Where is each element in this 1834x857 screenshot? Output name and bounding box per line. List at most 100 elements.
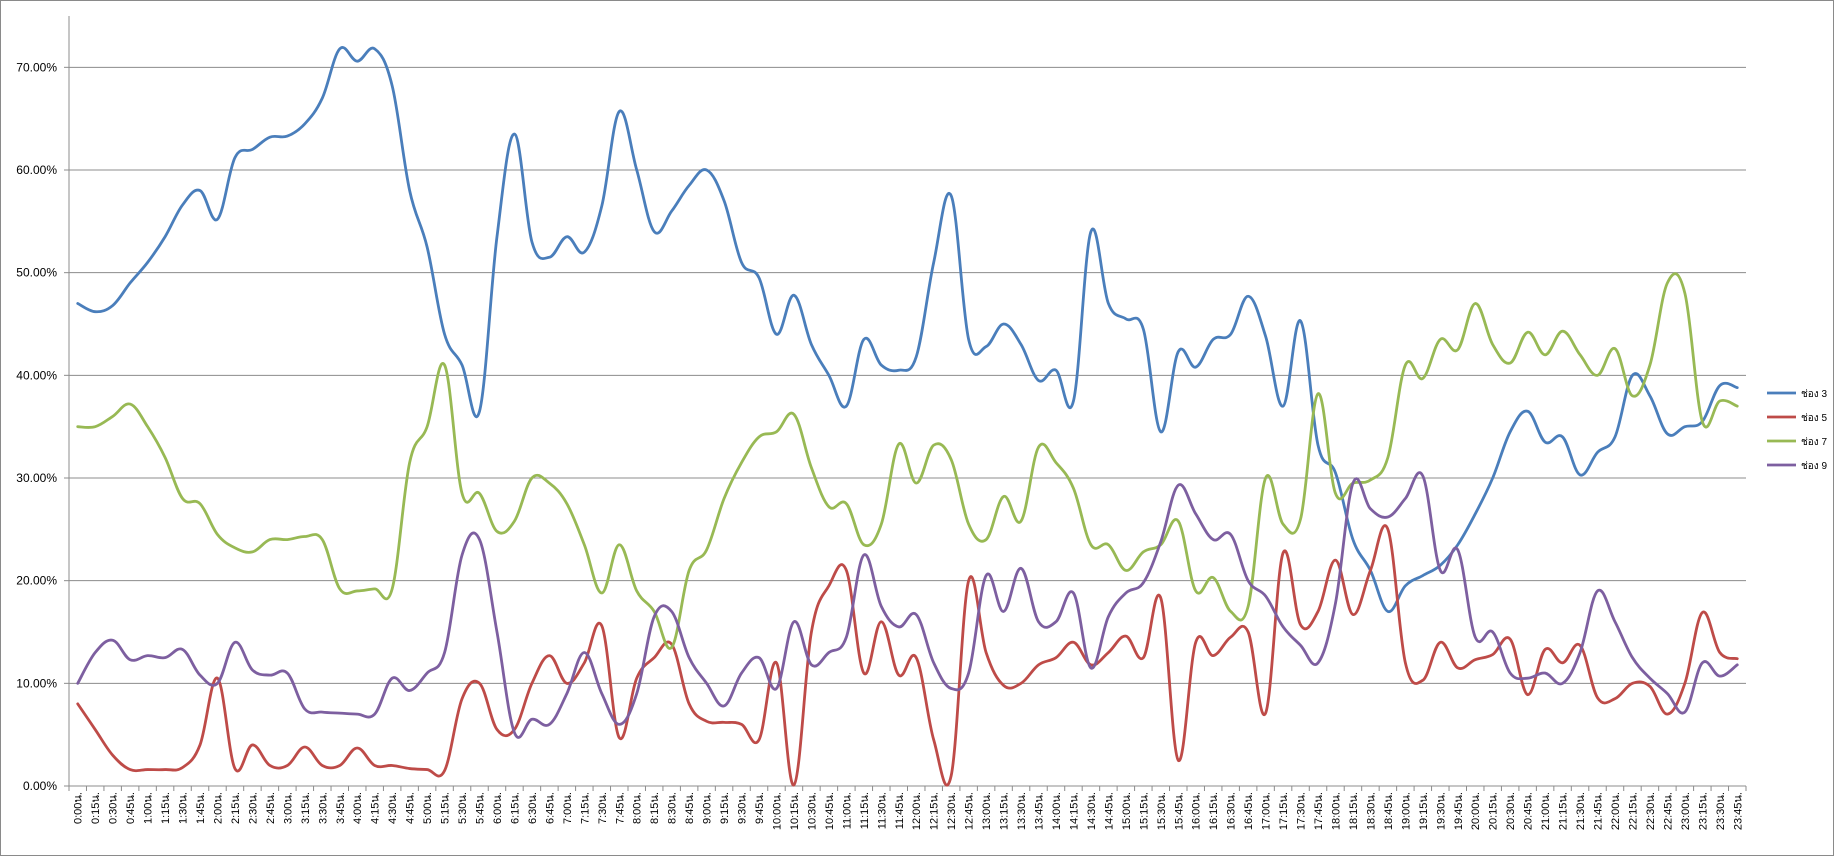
x-tick-label: 3:45น. <box>335 792 347 824</box>
x-tick-label: 6:15น. <box>509 792 521 824</box>
y-tick-label: 70.00% <box>16 60 57 74</box>
series-lines <box>76 46 1739 787</box>
x-tick-label: 11:00น. <box>841 792 853 829</box>
x-tick-label: 10:00น. <box>771 792 783 830</box>
x-tick-label: 21:15น. <box>1558 792 1570 830</box>
x-tick-label: 18:45น. <box>1383 792 1395 830</box>
x-tick-label: 1:00น. <box>143 792 155 824</box>
series-line-4 <box>76 471 1739 739</box>
x-tick-label: 1:45น. <box>195 792 207 824</box>
x-tick-label: 16:45น. <box>1243 792 1255 830</box>
x-tick-label: 15:45น. <box>1173 792 1185 830</box>
y-tick-label: 40.00% <box>16 368 57 382</box>
x-tick-label: 22:15น. <box>1627 792 1639 830</box>
x-tick-label: 7:00น. <box>562 792 574 824</box>
series-line-2 <box>76 524 1739 787</box>
x-tick-label: 5:15น. <box>440 792 452 824</box>
x-tick-label: 21:30น. <box>1575 792 1587 830</box>
x-tick-label: 23:15น. <box>1697 792 1709 830</box>
x-tick-label: 14:45น. <box>1103 792 1115 830</box>
x-tick-label: 23:45น. <box>1732 792 1744 830</box>
x-tick-label: 3:00น. <box>282 792 294 824</box>
x-tick-label: 7:45น. <box>614 792 626 824</box>
x-tick-label: 8:00น. <box>632 792 644 824</box>
x-tick-label: 7:30น. <box>597 792 609 824</box>
x-tick-label: 0:00น. <box>73 792 85 824</box>
x-tick-label: 0:15น. <box>90 792 102 824</box>
x-tick-label: 8:45น. <box>684 792 696 824</box>
x-tick-label: 13:30น. <box>1016 792 1028 830</box>
x-tick-label: 11:30น. <box>876 792 888 829</box>
x-tick-label: 21:45น. <box>1593 792 1605 830</box>
x-tick-label: 16:30น. <box>1226 792 1238 830</box>
x-tick-label: 20:00น. <box>1470 792 1482 830</box>
legend-label: ช่อง 3 <box>1801 389 1827 400</box>
x-tick-label: 13:45น. <box>1034 792 1046 830</box>
x-tick-label: 19:30น. <box>1435 792 1447 830</box>
series-line-1 <box>76 46 1739 613</box>
x-tick-label: 4:45น. <box>405 792 417 824</box>
y-axis-ticks: 0.00% 10.00% 20.00% 30.00% 40.00% 50.00% 60.00… <box>16 60 69 793</box>
x-tick-label: 6:45น. <box>544 792 556 824</box>
x-tick-label: 17:45น. <box>1313 792 1325 830</box>
x-tick-label: 16:15น. <box>1208 792 1220 830</box>
x-tick-label: 3:30น. <box>317 792 329 824</box>
x-tick-label: 9:15น. <box>719 792 731 824</box>
x-tick-label: 13:15น. <box>999 792 1011 830</box>
x-tick-label: 18:15น. <box>1348 792 1360 830</box>
x-tick-label: 14:00น. <box>1051 792 1063 830</box>
x-tick-label: 22:45น. <box>1662 792 1674 830</box>
x-tick-label: 19:00น. <box>1400 792 1412 830</box>
x-tick-label: 17:30น. <box>1296 792 1308 830</box>
x-tick-label: 22:00น. <box>1610 792 1622 830</box>
x-tick-label: 0:45น. <box>125 792 137 824</box>
x-axis-ticks: 0:00น. 0:15น. 0:30น. 0:45น. 1:00น. 1:15น. 1:30… <box>68 786 1747 830</box>
x-tick-label: 17:00น. <box>1261 792 1273 830</box>
y-tick-label: 30.00% <box>16 471 57 485</box>
x-tick-label: 10:15น. <box>789 792 801 830</box>
x-tick-label: 6:30น. <box>527 792 539 824</box>
x-tick-label: 20:45น. <box>1523 792 1535 830</box>
x-tick-label: 11:45น. <box>894 792 906 829</box>
x-tick-label: 2:45น. <box>265 792 277 824</box>
x-tick-label: 0:30น. <box>108 792 120 824</box>
x-tick-label: 14:30น. <box>1086 792 1098 830</box>
x-tick-label: 5:00น. <box>422 792 434 824</box>
x-tick-label: 14:15น. <box>1068 792 1080 830</box>
x-tick-label: 16:00น. <box>1191 792 1203 830</box>
x-tick-label: 9:30น. <box>737 792 749 824</box>
x-tick-label: 2:15น. <box>230 792 242 824</box>
x-tick-label: 15:30น. <box>1156 792 1168 830</box>
x-tick-label: 23:00น. <box>1680 792 1692 830</box>
x-tick-label: 20:30น. <box>1505 792 1517 830</box>
x-tick-label: 11:15น. <box>859 792 871 829</box>
legend-label: ช่อง 9 <box>1801 461 1827 472</box>
x-tick-label: 22:30น. <box>1645 792 1657 830</box>
legend: ช่อง 3 ช่อง 5 ช่อง 7 ช่อง 9 <box>1767 389 1827 472</box>
x-tick-label: 13:00น. <box>981 792 993 830</box>
y-tick-label: 60.00% <box>16 163 57 177</box>
gridlines <box>69 66 1746 684</box>
x-tick-label: 2:30น. <box>247 792 259 824</box>
x-tick-label: 12:00น. <box>911 792 923 830</box>
x-tick-label: 4:15น. <box>370 792 382 824</box>
x-tick-label: 1:15น. <box>160 792 172 824</box>
x-tick-label: 12:15น. <box>929 792 941 830</box>
x-tick-label: 5:30น. <box>457 792 469 824</box>
x-tick-label: 7:15น. <box>579 792 591 824</box>
x-tick-label: 18:30น. <box>1365 792 1377 830</box>
x-tick-label: 20:15น. <box>1488 792 1500 830</box>
x-tick-label: 6:00น. <box>492 792 504 824</box>
x-tick-label: 12:45น. <box>964 792 976 830</box>
x-tick-label: 9:45น. <box>754 792 766 824</box>
x-tick-label: 4:00น. <box>352 792 364 824</box>
x-tick-label: 12:30น. <box>946 792 958 830</box>
x-tick-label: 5:45น. <box>475 792 487 824</box>
x-tick-label: 8:15น. <box>649 792 661 824</box>
x-tick-label: 2:00น. <box>212 792 224 824</box>
x-tick-label: 1:30น. <box>178 792 190 824</box>
y-tick-label: 10.00% <box>16 676 57 690</box>
y-tick-label: 0.00% <box>23 779 57 793</box>
